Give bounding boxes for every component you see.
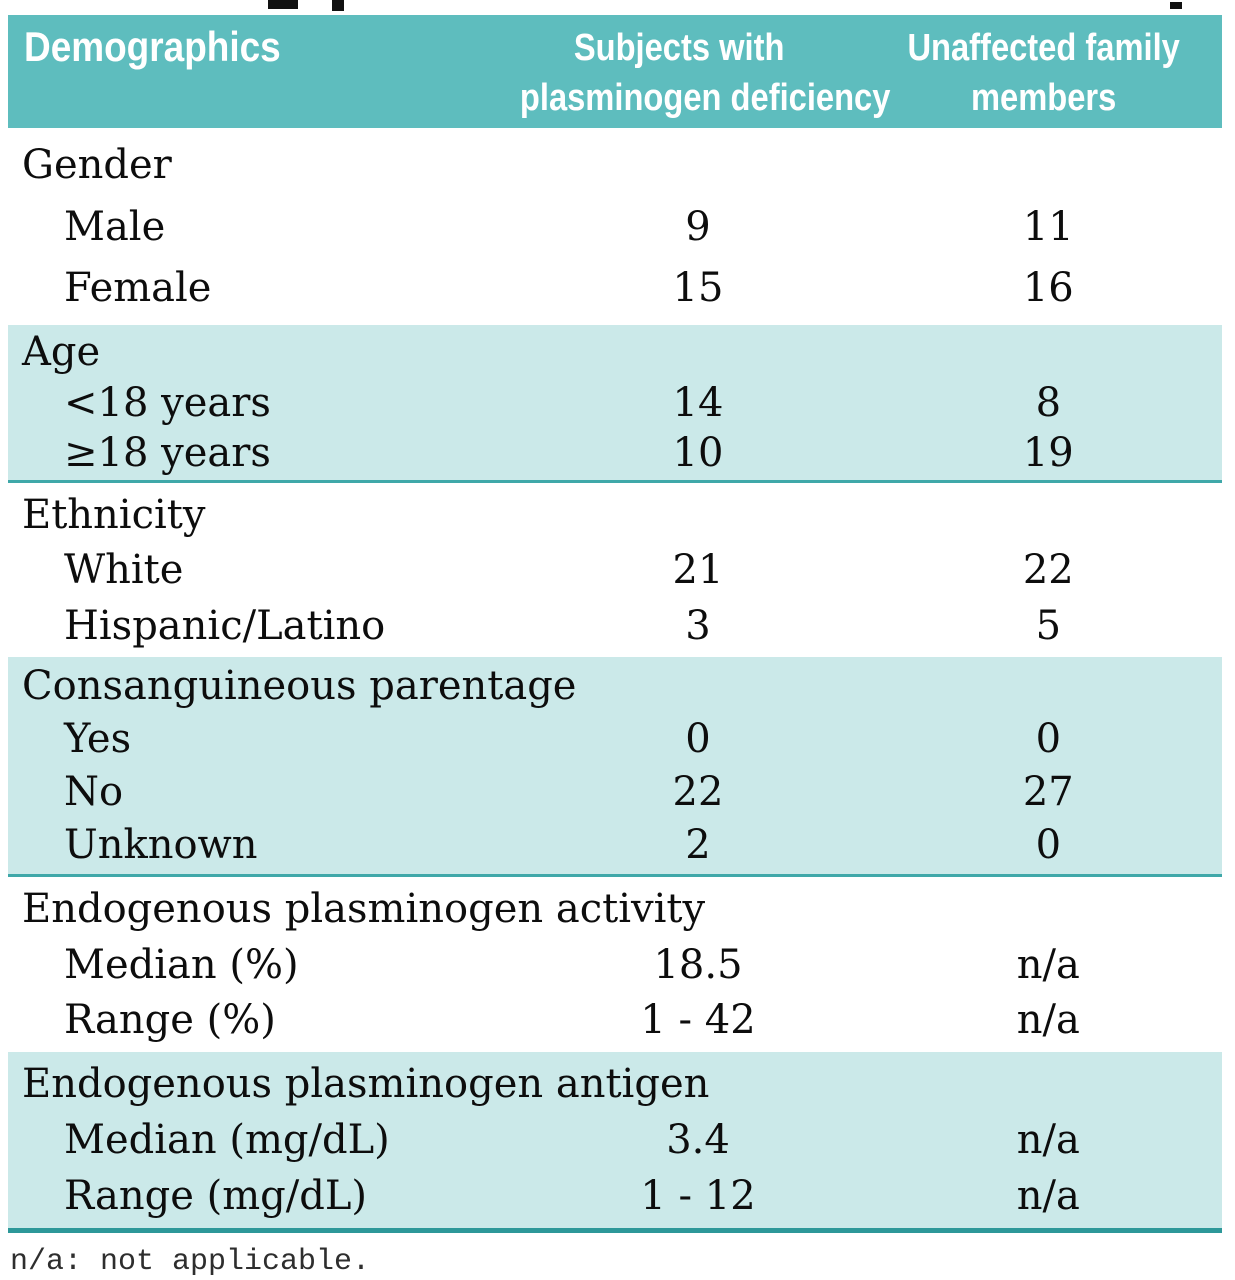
table-row: <18 years 14 8 (8, 379, 1222, 427)
section-plasminogen-activity: Endogenous plasminogen activity Median (… (8, 877, 1222, 1052)
value-subjects: 0 (685, 716, 711, 762)
row-label: Median (mg/dL) (64, 1117, 390, 1163)
value-unaffected: 22 (1022, 547, 1074, 593)
value-subjects: 22 (672, 769, 724, 815)
column-header-demographics-label: Demographics (24, 23, 281, 70)
value-unaffected: 0 (1035, 716, 1062, 762)
table-row: Hispanic/Latino 3 5 (8, 602, 1222, 650)
row-label: Unknown (64, 822, 258, 868)
row-label: Male (64, 203, 166, 250)
value-subjects: 3.4 (666, 1117, 730, 1163)
row-label: No (64, 769, 124, 815)
row-label: Yes (64, 716, 132, 762)
value-subjects: 14 (672, 379, 724, 426)
row-label: Hispanic/Latino (64, 602, 386, 649)
section-title-row: Endogenous plasminogen antigen (8, 1060, 1222, 1108)
table-row: Range (%) 1 - 42 n/a (8, 996, 1222, 1044)
table-row: Median (mg/dL) 3.4 n/a (8, 1116, 1222, 1164)
section-plasminogen-antigen: Endogenous plasminogen antigen Median (m… (8, 1052, 1222, 1233)
value-unaffected: 8 (1035, 379, 1062, 426)
section-gender: Gender Male 9 11 Female 15 16 (8, 128, 1222, 325)
column-header-unaffected: Unaffected family members (865, 15, 1222, 128)
row-label: Female (64, 264, 212, 311)
table-row: Female 15 16 (8, 264, 1222, 312)
value-unaffected: 5 (1035, 602, 1062, 649)
row-label: <18 years (64, 379, 271, 426)
column-header-subjects: Subjects with plasminogen deficiency (494, 15, 891, 128)
value-subjects: 18.5 (653, 941, 743, 988)
section-title: Endogenous plasminogen antigen (22, 1061, 710, 1107)
row-label: Range (%) (64, 997, 276, 1044)
table-row: Male 9 11 (8, 203, 1222, 251)
value-subjects: 3 (685, 602, 711, 649)
table-row: Unknown 2 0 (8, 821, 1222, 869)
value-unaffected: n/a (1016, 1117, 1080, 1163)
table-row: Yes 0 0 (8, 715, 1222, 763)
table-row: ≥18 years 10 19 (8, 429, 1222, 477)
cropped-caption-fragment (268, 0, 298, 9)
row-label: Range (mg/dL) (64, 1173, 368, 1219)
cropped-caption-fragment (1170, 2, 1182, 9)
value-subjects: 2 (685, 822, 711, 868)
section-age: Age <18 years 14 8 ≥18 years 10 19 (8, 325, 1222, 483)
table-header-row: Demographics Subjects with plasminogen d… (8, 15, 1222, 128)
column-header-unaffected-line1: Unaffected family (907, 27, 1180, 69)
value-subjects: 10 (672, 430, 724, 477)
cropped-caption-fragment (332, 0, 344, 11)
value-subjects: 15 (672, 264, 724, 311)
section-title: Age (22, 328, 101, 375)
section-title-row: Consanguineous parentage (8, 662, 1222, 710)
value-subjects: 21 (672, 547, 724, 593)
column-header-demographics: Demographics (8, 15, 494, 128)
table-row: White 21 22 (8, 546, 1222, 594)
section-title-row: Age (8, 328, 1222, 376)
column-header-subjects-line2: plasminogen deficiency (520, 77, 891, 119)
value-subjects: 9 (685, 203, 711, 250)
section-title: Consanguineous parentage (22, 663, 577, 709)
section-title: Ethnicity (22, 491, 206, 538)
row-label: Median (%) (64, 941, 299, 988)
value-unaffected: n/a (1016, 997, 1080, 1044)
section-title: Endogenous plasminogen activity (22, 885, 706, 932)
value-unaffected: 16 (1022, 264, 1074, 311)
value-unaffected: 0 (1035, 822, 1062, 868)
section-title: Gender (22, 142, 172, 189)
value-unaffected: n/a (1016, 941, 1080, 988)
row-label: White (64, 547, 184, 593)
section-consanguineous-parentage: Consanguineous parentage Yes 0 0 No 22 2… (8, 657, 1222, 877)
section-title-row: Gender (8, 141, 1222, 189)
demographics-table: Demographics Subjects with plasminogen d… (8, 15, 1222, 1233)
section-ethnicity: Ethnicity White 21 22 Hispanic/Latino 3 … (8, 483, 1222, 657)
table-footnote: n/a: not applicable. (10, 1245, 371, 1279)
value-subjects: 1 - 42 (640, 997, 756, 1044)
column-header-subjects-line1: Subjects with (574, 27, 785, 69)
value-unaffected: 19 (1022, 430, 1074, 477)
value-unaffected: n/a (1016, 1173, 1080, 1219)
value-unaffected: 27 (1022, 769, 1074, 815)
section-title-row: Ethnicity (8, 491, 1222, 539)
value-subjects: 1 - 12 (640, 1173, 756, 1219)
section-title-row: Endogenous plasminogen activity (8, 885, 1222, 933)
row-label: ≥18 years (64, 430, 271, 477)
value-unaffected: 11 (1022, 203, 1074, 250)
table-row: Range (mg/dL) 1 - 12 n/a (8, 1172, 1222, 1220)
column-header-unaffected-line2: members (970, 77, 1117, 119)
table-row: No 22 27 (8, 768, 1222, 816)
table-row: Median (%) 18.5 n/a (8, 941, 1222, 989)
